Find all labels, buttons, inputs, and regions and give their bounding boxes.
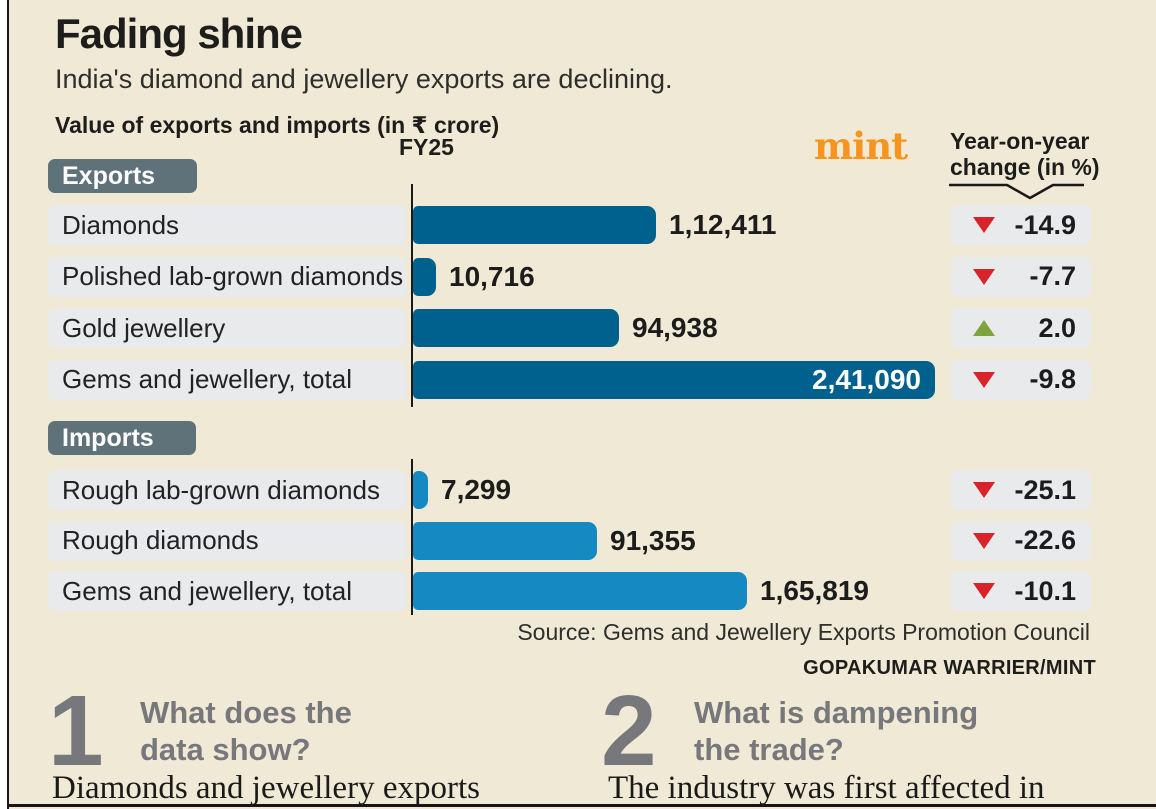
yoy-value: -22.6 bbox=[1014, 525, 1076, 555]
imports-section-badge: Imports bbox=[48, 421, 196, 455]
yoy-column-header: Year-on-year change (in %) bbox=[950, 128, 1100, 180]
value-bar bbox=[413, 360, 935, 399]
bar-value-label: 1,65,819 bbox=[760, 575, 869, 606]
yoy-direction-icon bbox=[973, 532, 995, 549]
yoy-direction-icon bbox=[973, 217, 995, 233]
imports-axis-line bbox=[411, 459, 413, 615]
category-label: Gold jewellery bbox=[62, 312, 226, 343]
chart-row: Polished lab-grown diamonds 10,716 -7.7 bbox=[0, 256, 1156, 297]
question-1-heading-line2: data show? bbox=[140, 732, 311, 767]
category-label-box: Gold jewellery bbox=[48, 308, 406, 348]
question-2-number: 2 bbox=[601, 675, 657, 787]
left-border-rule bbox=[7, 0, 9, 809]
category-label-box: Polished lab-grown diamonds bbox=[48, 256, 406, 297]
yoy-value: -10.1 bbox=[1014, 575, 1076, 606]
yoy-direction-icon bbox=[973, 320, 995, 336]
yoy-value: -7.7 bbox=[1029, 261, 1076, 291]
bar-value-label: 91,355 bbox=[610, 524, 696, 556]
category-label-box: Gems and jewellery, total bbox=[48, 359, 406, 400]
question-1-number: 1 bbox=[48, 675, 104, 787]
yoy-direction-icon bbox=[973, 583, 995, 599]
question-2-body: The industry was first affected in bbox=[608, 770, 1045, 806]
chart-row: Gems and jewellery, total 2,41,090 -9.8 bbox=[0, 359, 1156, 400]
question-2-heading-line1: What is dampening bbox=[694, 695, 979, 730]
yoy-badge: -10.1 bbox=[951, 571, 1091, 611]
fiscal-year-label: FY25 bbox=[399, 134, 454, 160]
exports-rows: Diamonds 1,12,411 -14.9 Polished lab-gro… bbox=[0, 205, 1156, 411]
category-label: Gems and jewellery, total bbox=[62, 364, 352, 394]
yoy-header-line2: change (in %) bbox=[950, 154, 1100, 180]
value-bar bbox=[413, 206, 656, 244]
yoy-badge: -25.1 bbox=[951, 470, 1091, 510]
question-1-body: Diamonds and jewellery exports bbox=[52, 770, 480, 806]
category-label: Rough diamonds bbox=[62, 525, 259, 555]
yoy-header-line1: Year-on-year bbox=[950, 128, 1090, 154]
mint-logo: mint bbox=[814, 124, 908, 168]
yoy-value: 2.0 bbox=[1038, 312, 1076, 343]
chart-row: Gems and jewellery, total 1,65,819 -10.1 bbox=[0, 571, 1156, 611]
bar-value-label: 7,299 bbox=[441, 474, 512, 505]
category-label-box: Diamonds bbox=[48, 205, 406, 245]
yoy-badge: -14.9 bbox=[951, 205, 1091, 245]
question-1-heading-line1: What does the bbox=[140, 695, 352, 730]
chart-row: Rough diamonds 91,355 -22.6 bbox=[0, 520, 1156, 561]
bar-value-label: 1,12,411 bbox=[669, 209, 777, 240]
bar-value-label: 10,716 bbox=[449, 260, 535, 292]
yoy-value: -9.8 bbox=[1029, 364, 1076, 394]
background bbox=[9, 0, 1156, 809]
bar-value-label: 94,938 bbox=[632, 312, 718, 343]
chart-row: Gold jewellery 94,938 2.0 bbox=[0, 308, 1156, 348]
value-bar bbox=[413, 257, 436, 296]
value-bar bbox=[413, 309, 619, 347]
yoy-badge: -22.6 bbox=[951, 520, 1091, 561]
yoy-direction-icon bbox=[973, 482, 995, 498]
imports-rows: Rough lab-grown diamonds 7,299 -25.1 Rou… bbox=[0, 470, 1156, 622]
question-2-heading: What is dampening the trade? bbox=[694, 694, 978, 768]
chart-row: Rough lab-grown diamonds 7,299 -25.1 bbox=[0, 470, 1156, 510]
question-1-heading: What does the data show? bbox=[140, 694, 352, 768]
yoy-badge: -7.7 bbox=[951, 256, 1091, 297]
bar-value-label: 2,41,090 bbox=[812, 363, 921, 395]
category-label-box: Rough diamonds bbox=[48, 520, 406, 561]
category-label-box: Rough lab-grown diamonds bbox=[48, 470, 406, 510]
subtitle: India's diamond and jewellery exports ar… bbox=[55, 64, 673, 94]
category-label: Rough lab-grown diamonds bbox=[62, 474, 380, 505]
author-credit: GOPAKUMAR WARRIER/MINT bbox=[803, 657, 1096, 679]
category-label: Diamonds bbox=[62, 209, 180, 240]
value-bar bbox=[413, 572, 747, 610]
bottom-border-rule bbox=[9, 804, 1156, 807]
yoy-direction-icon bbox=[973, 371, 995, 388]
yoy-value: -25.1 bbox=[1014, 474, 1076, 505]
yoy-direction-icon bbox=[973, 268, 995, 285]
yoy-badge: -9.8 bbox=[951, 359, 1091, 400]
category-label: Gems and jewellery, total bbox=[62, 575, 352, 606]
yoy-value: -14.9 bbox=[1014, 209, 1076, 240]
question-2-heading-line2: the trade? bbox=[694, 732, 844, 767]
category-label-box: Gems and jewellery, total bbox=[48, 571, 406, 611]
exports-axis-line bbox=[411, 184, 413, 407]
metric-note: Value of exports and imports (in ₹ crore… bbox=[55, 112, 500, 138]
category-label: Polished lab-grown diamonds bbox=[62, 261, 404, 291]
exports-section-badge: Exports bbox=[48, 159, 198, 193]
yoy-badge: 2.0 bbox=[951, 308, 1091, 348]
value-bar bbox=[413, 471, 428, 509]
yoy-pointer-line bbox=[949, 183, 1084, 200]
value-bar bbox=[413, 521, 597, 560]
page-title: Fading shine bbox=[55, 10, 303, 57]
source-attribution: Source: Gems and Jewellery Exports Promo… bbox=[517, 619, 1090, 645]
chart-row: Diamonds 1,12,411 -14.9 bbox=[0, 205, 1156, 245]
